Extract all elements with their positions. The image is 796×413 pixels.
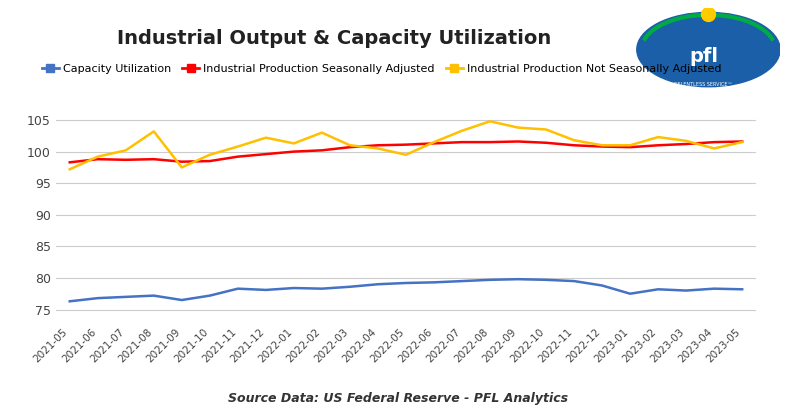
Capacity Utilization bbox=[373, 282, 383, 287]
Industrial Production Seasonally Adjusted bbox=[289, 149, 298, 154]
Industrial Production Not Seasonally Adjusted bbox=[233, 144, 243, 149]
Industrial Production Not Seasonally Adjusted bbox=[429, 140, 439, 145]
Industrial Production Seasonally Adjusted bbox=[597, 144, 607, 149]
Industrial Production Not Seasonally Adjusted bbox=[93, 154, 103, 159]
Industrial Production Seasonally Adjusted bbox=[65, 160, 75, 165]
Industrial Production Not Seasonally Adjusted bbox=[737, 140, 747, 145]
Capacity Utilization bbox=[541, 278, 551, 282]
Industrial Production Not Seasonally Adjusted bbox=[401, 152, 411, 157]
Industrial Production Not Seasonally Adjusted bbox=[709, 146, 719, 151]
Industrial Production Not Seasonally Adjusted bbox=[654, 135, 663, 140]
Industrial Production Not Seasonally Adjusted bbox=[205, 152, 215, 157]
Industrial Production Not Seasonally Adjusted bbox=[65, 167, 75, 172]
Text: Industrial Output & Capacity Utilization: Industrial Output & Capacity Utilization bbox=[117, 29, 552, 48]
Capacity Utilization bbox=[93, 296, 103, 301]
Industrial Production Not Seasonally Adjusted bbox=[121, 148, 131, 153]
Industrial Production Seasonally Adjusted bbox=[373, 143, 383, 148]
Line: Industrial Production Seasonally Adjusted: Industrial Production Seasonally Adjuste… bbox=[70, 142, 742, 162]
Industrial Production Seasonally Adjusted bbox=[654, 143, 663, 148]
Industrial Production Not Seasonally Adjusted bbox=[261, 135, 271, 140]
Industrial Production Seasonally Adjusted bbox=[345, 145, 355, 150]
Industrial Production Not Seasonally Adjusted bbox=[681, 138, 691, 143]
Capacity Utilization bbox=[345, 284, 355, 289]
Capacity Utilization bbox=[205, 293, 215, 298]
Capacity Utilization bbox=[681, 288, 691, 293]
Industrial Production Not Seasonally Adjusted bbox=[149, 129, 158, 134]
Industrial Production Not Seasonally Adjusted bbox=[457, 128, 466, 133]
Industrial Production Seasonally Adjusted bbox=[233, 154, 243, 159]
Text: Source Data: US Federal Reserve - PFL Analytics: Source Data: US Federal Reserve - PFL An… bbox=[228, 392, 568, 405]
Circle shape bbox=[637, 12, 780, 87]
Industrial Production Seasonally Adjusted bbox=[149, 157, 158, 161]
Capacity Utilization bbox=[401, 280, 411, 285]
Industrial Production Seasonally Adjusted bbox=[737, 139, 747, 144]
Capacity Utilization bbox=[654, 287, 663, 292]
Capacity Utilization bbox=[121, 294, 131, 299]
Industrial Production Seasonally Adjusted bbox=[401, 142, 411, 147]
Capacity Utilization bbox=[513, 277, 523, 282]
Capacity Utilization bbox=[709, 286, 719, 291]
Text: RELENTLESS SERVICE™: RELENTLESS SERVICE™ bbox=[674, 82, 733, 87]
Industrial Production Not Seasonally Adjusted bbox=[177, 165, 186, 170]
Industrial Production Seasonally Adjusted bbox=[93, 157, 103, 161]
Industrial Production Seasonally Adjusted bbox=[177, 159, 186, 164]
Industrial Production Seasonally Adjusted bbox=[486, 140, 495, 145]
Industrial Production Not Seasonally Adjusted bbox=[486, 119, 495, 124]
Capacity Utilization bbox=[626, 291, 635, 296]
Industrial Production Seasonally Adjusted bbox=[457, 140, 466, 145]
Industrial Production Seasonally Adjusted bbox=[681, 142, 691, 147]
Industrial Production Seasonally Adjusted bbox=[121, 157, 131, 162]
Capacity Utilization bbox=[569, 279, 579, 284]
Industrial Production Seasonally Adjusted bbox=[261, 152, 271, 157]
Capacity Utilization bbox=[261, 287, 271, 292]
Industrial Production Seasonally Adjusted bbox=[626, 145, 635, 150]
Capacity Utilization bbox=[233, 286, 243, 291]
Line: Industrial Production Not Seasonally Adjusted: Industrial Production Not Seasonally Adj… bbox=[70, 121, 742, 169]
Capacity Utilization bbox=[457, 279, 466, 284]
Legend: Capacity Utilization, Industrial Production Seasonally Adjusted, Industrial Prod: Capacity Utilization, Industrial Product… bbox=[37, 59, 726, 78]
Industrial Production Seasonally Adjusted bbox=[541, 140, 551, 145]
Line: Capacity Utilization: Capacity Utilization bbox=[70, 279, 742, 301]
Industrial Production Not Seasonally Adjusted bbox=[541, 127, 551, 132]
Industrial Production Seasonally Adjusted bbox=[429, 141, 439, 146]
Industrial Production Not Seasonally Adjusted bbox=[289, 141, 298, 146]
Capacity Utilization bbox=[149, 293, 158, 298]
Industrial Production Not Seasonally Adjusted bbox=[513, 125, 523, 130]
Industrial Production Not Seasonally Adjusted bbox=[345, 143, 355, 148]
Capacity Utilization bbox=[317, 286, 326, 291]
Industrial Production Seasonally Adjusted bbox=[513, 139, 523, 144]
Capacity Utilization bbox=[65, 299, 75, 304]
Capacity Utilization bbox=[177, 297, 186, 302]
Industrial Production Seasonally Adjusted bbox=[317, 148, 326, 153]
Industrial Production Seasonally Adjusted bbox=[205, 159, 215, 164]
Capacity Utilization bbox=[597, 283, 607, 288]
Industrial Production Not Seasonally Adjusted bbox=[569, 138, 579, 143]
Industrial Production Seasonally Adjusted bbox=[709, 140, 719, 145]
Text: pfl: pfl bbox=[689, 47, 718, 66]
Industrial Production Not Seasonally Adjusted bbox=[597, 143, 607, 148]
Capacity Utilization bbox=[429, 280, 439, 285]
Industrial Production Not Seasonally Adjusted bbox=[373, 146, 383, 151]
Capacity Utilization bbox=[486, 278, 495, 282]
Capacity Utilization bbox=[289, 285, 298, 290]
Industrial Production Seasonally Adjusted bbox=[569, 143, 579, 148]
Industrial Production Not Seasonally Adjusted bbox=[317, 130, 326, 135]
Capacity Utilization bbox=[737, 287, 747, 292]
Industrial Production Not Seasonally Adjusted bbox=[626, 143, 635, 148]
